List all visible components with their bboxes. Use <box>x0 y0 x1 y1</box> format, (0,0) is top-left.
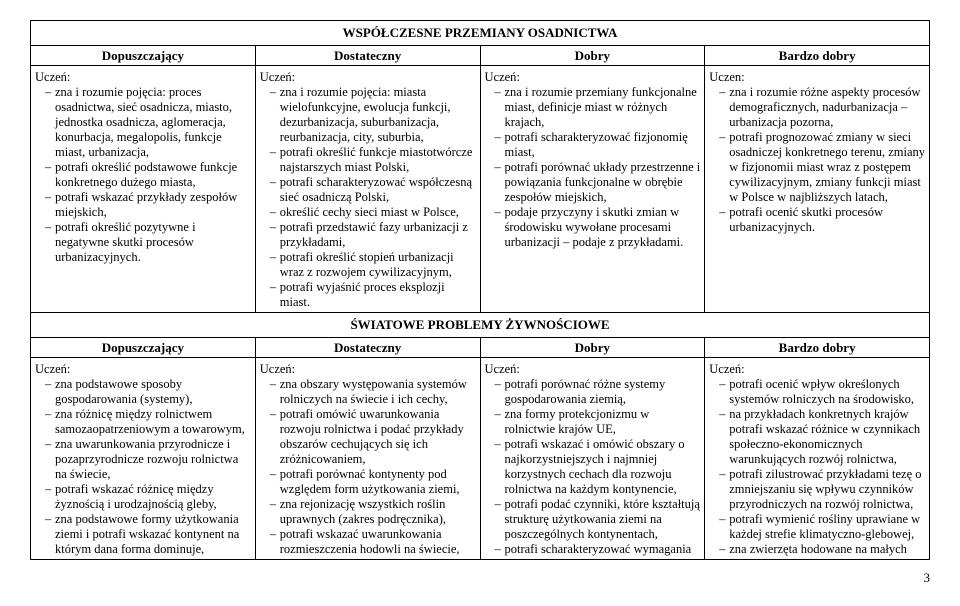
cell-dopuszczajacy-2: Uczeń: zna podstawowe sposoby gospodarow… <box>31 358 256 560</box>
criteria-item: potrafi porównać układy przestrzenne i p… <box>495 160 701 205</box>
col-header: Dobry <box>480 45 705 66</box>
criteria-item: potrafi wyjaśnić proces eksplozji miast. <box>270 280 476 310</box>
cell-dopuszczajacy-1: Uczeń: zna i rozumie pojęcia: proces osa… <box>31 66 256 313</box>
criteria-item: zna uwarunkowania przyrodnicze i pozaprz… <box>45 437 251 482</box>
criteria-item: potrafi prognozować zmiany w sieci osadn… <box>719 130 925 205</box>
criteria-list: zna i rozumie pojęcia: proces osadnictwa… <box>35 85 251 265</box>
criteria-table: WSPÓŁCZESNE PRZEMIANY OSADNICTWA Dopuszc… <box>30 20 930 560</box>
cell-bardzo-dobry-2: Uczeń: potrafi ocenić wpływ określonych … <box>705 358 930 560</box>
criteria-item: zna i rozumie pojęcia: miasta wielofunkc… <box>270 85 476 145</box>
col-header: Dostateczny <box>255 45 480 66</box>
cell-dostateczny-1: Uczeń: zna i rozumie pojęcia: miasta wie… <box>255 66 480 313</box>
criteria-item: potrafi wymienić rośliny uprawiane w każ… <box>719 512 925 542</box>
criteria-item: zna i rozumie pojęcia: proces osadnictwa… <box>45 85 251 160</box>
criteria-item: zna i rozumie różne aspekty procesów dem… <box>719 85 925 130</box>
criteria-item: potrafi scharakteryzować współczesną sie… <box>270 175 476 205</box>
criteria-item: określić cechy sieci miast w Polsce, <box>270 205 476 220</box>
criteria-item: potrafi określić stopień urbanizacji wra… <box>270 250 476 280</box>
student-label: Uczeń: <box>485 70 701 85</box>
criteria-item: zna i rozumie przemiany funkcjonalne mia… <box>495 85 701 130</box>
criteria-list: zna obszary występowania systemów rolnic… <box>260 377 476 557</box>
criteria-item: podaje przyczyny i skutki zmian w środow… <box>495 205 701 250</box>
cell-dostateczny-2: Uczeń: zna obszary występowania systemów… <box>255 358 480 560</box>
criteria-item: zna rejonizację wszystkich roślin uprawn… <box>270 497 476 527</box>
criteria-item: potrafi wskazać różnicę między żyznością… <box>45 482 251 512</box>
student-label: Uczen: <box>709 70 925 85</box>
criteria-list: potrafi porównać różne systemy gospodaro… <box>485 377 701 557</box>
student-label: Uczeń: <box>709 362 925 377</box>
criteria-item: zna formy protekcjonizmu w rolnictwie kr… <box>495 407 701 437</box>
col-header: Dostateczny <box>255 337 480 358</box>
criteria-item: potrafi ocenić wpływ określonych systemó… <box>719 377 925 407</box>
student-label: Uczeń: <box>35 70 251 85</box>
criteria-item: potrafi ocenić skutki procesów urbanizac… <box>719 205 925 235</box>
criteria-item: potrafi wskazać i omówić obszary o najko… <box>495 437 701 497</box>
col-header: Dopuszczający <box>31 337 256 358</box>
col-header: Dobry <box>480 337 705 358</box>
cell-dobry-1: Uczeń: zna i rozumie przemiany funkcjona… <box>480 66 705 313</box>
criteria-item: potrafi omówić uwarunkowania rozwoju rol… <box>270 407 476 467</box>
criteria-list: potrafi ocenić wpływ określonych systemó… <box>709 377 925 557</box>
student-label: Uczeń: <box>260 70 476 85</box>
criteria-item: potrafi określić podstawowe funkcje konk… <box>45 160 251 190</box>
criteria-item: zna podstawowe sposoby gospodarowania (s… <box>45 377 251 407</box>
criteria-item: zna zwierzęta hodowane na małych <box>719 542 925 557</box>
cell-bardzo-dobry-1: Uczen: zna i rozumie różne aspekty proce… <box>705 66 930 313</box>
col-header: Bardzo dobry <box>705 337 930 358</box>
cell-dobry-2: Uczeń: potrafi porównać różne systemy go… <box>480 358 705 560</box>
section-title-1: WSPÓŁCZESNE PRZEMIANY OSADNICTWA <box>31 21 930 46</box>
criteria-item: zna obszary występowania systemów rolnic… <box>270 377 476 407</box>
criteria-item: potrafi określić funkcje miastotwórcze n… <box>270 145 476 175</box>
criteria-list: zna i rozumie różne aspekty procesów dem… <box>709 85 925 235</box>
criteria-item: potrafi podać czynniki, które kształtują… <box>495 497 701 542</box>
col-header: Bardzo dobry <box>705 45 930 66</box>
criteria-item: potrafi zilustrować przykładami tezę o z… <box>719 467 925 512</box>
criteria-item: potrafi określić pozytywne i negatywne s… <box>45 220 251 265</box>
criteria-item: zna podstawowe formy użytkowania ziemi i… <box>45 512 251 557</box>
criteria-item: potrafi przedstawić fazy urbanizacji z p… <box>270 220 476 250</box>
student-label: Uczeń: <box>35 362 251 377</box>
criteria-item: potrafi wskazać przykłady zespołów miejs… <box>45 190 251 220</box>
page-number: 3 <box>30 570 930 586</box>
section-title-2: ŚWIATOWE PROBLEMY ŻYWNOŚCIOWE <box>31 313 930 338</box>
criteria-item: potrafi porównać różne systemy gospodaro… <box>495 377 701 407</box>
criteria-list: zna i rozumie pojęcia: miasta wielofunkc… <box>260 85 476 310</box>
criteria-item: potrafi scharakteryzować fizjonomię mias… <box>495 130 701 160</box>
criteria-item: potrafi scharakteryzować wymagania <box>495 542 701 557</box>
col-header: Dopuszczający <box>31 45 256 66</box>
student-label: Uczeń: <box>260 362 476 377</box>
criteria-item: zna różnicę między rolnictwem samozaopat… <box>45 407 251 437</box>
criteria-list: zna podstawowe sposoby gospodarowania (s… <box>35 377 251 557</box>
student-label: Uczeń: <box>485 362 701 377</box>
criteria-item: potrafi wskazać uwarunkowania rozmieszcz… <box>270 527 476 557</box>
criteria-item: na przykładach konkretnych krajów potraf… <box>719 407 925 467</box>
criteria-list: zna i rozumie przemiany funkcjonalne mia… <box>485 85 701 250</box>
criteria-item: potrafi porównać kontynenty pod względem… <box>270 467 476 497</box>
